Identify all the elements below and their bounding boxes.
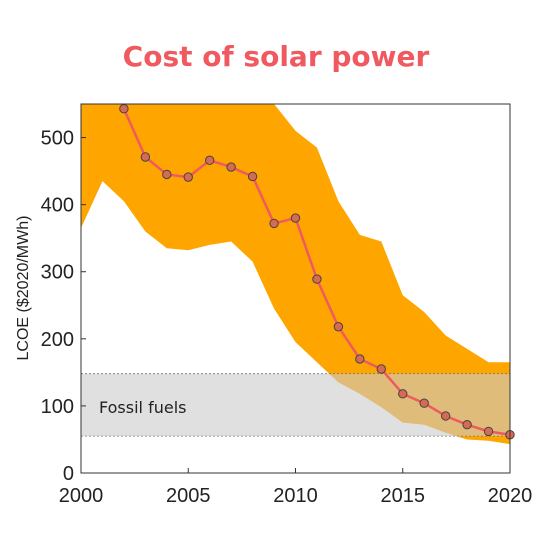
data-point: [312, 274, 322, 284]
y-tick-label: 300: [41, 262, 74, 284]
reference-band-label: Fossil fuels: [99, 398, 186, 417]
y-tick-label: 0: [63, 463, 74, 485]
data-point: [269, 218, 279, 229]
data-point: [205, 155, 215, 166]
series-points-layer: [119, 103, 515, 440]
data-point: [247, 171, 258, 182]
data-point: [419, 398, 429, 408]
data-point: [140, 152, 151, 162]
range-band: [81, 104, 510, 445]
y-tick-label: 400: [41, 195, 74, 217]
chart-title: Cost of solar power: [122, 40, 430, 73]
y-axis-label: LCOE ($2020/MWh): [15, 216, 32, 361]
data-point: [333, 322, 344, 332]
y-tick-label: 200: [41, 329, 74, 351]
range-band-layer: [81, 104, 510, 445]
reference-band: [81, 373, 510, 437]
y-tick-label: 100: [41, 396, 74, 418]
y-axis: 0 100 200 300 400 500: [41, 128, 86, 485]
x-tick-label: 2010: [273, 485, 318, 507]
data-point: [162, 169, 172, 180]
x-tick-label: 2000: [59, 485, 104, 507]
x-axis: 2000 2005 2010 2015 2020: [59, 468, 533, 507]
reference-band-layer: [81, 373, 510, 437]
x-tick-label: 2020: [488, 485, 533, 507]
data-point: [440, 411, 451, 421]
data-point: [462, 419, 472, 430]
data-point: [183, 172, 193, 182]
data-point: [355, 354, 365, 364]
data-point: [483, 426, 494, 437]
data-point: [119, 103, 129, 114]
x-tick-label: 2005: [166, 485, 211, 507]
x-tick-label: 2015: [381, 485, 426, 507]
data-point: [376, 364, 386, 374]
data-point: [290, 213, 301, 223]
y-tick-label: 500: [41, 128, 74, 150]
data-point: [226, 162, 236, 172]
data-point: [398, 389, 408, 399]
